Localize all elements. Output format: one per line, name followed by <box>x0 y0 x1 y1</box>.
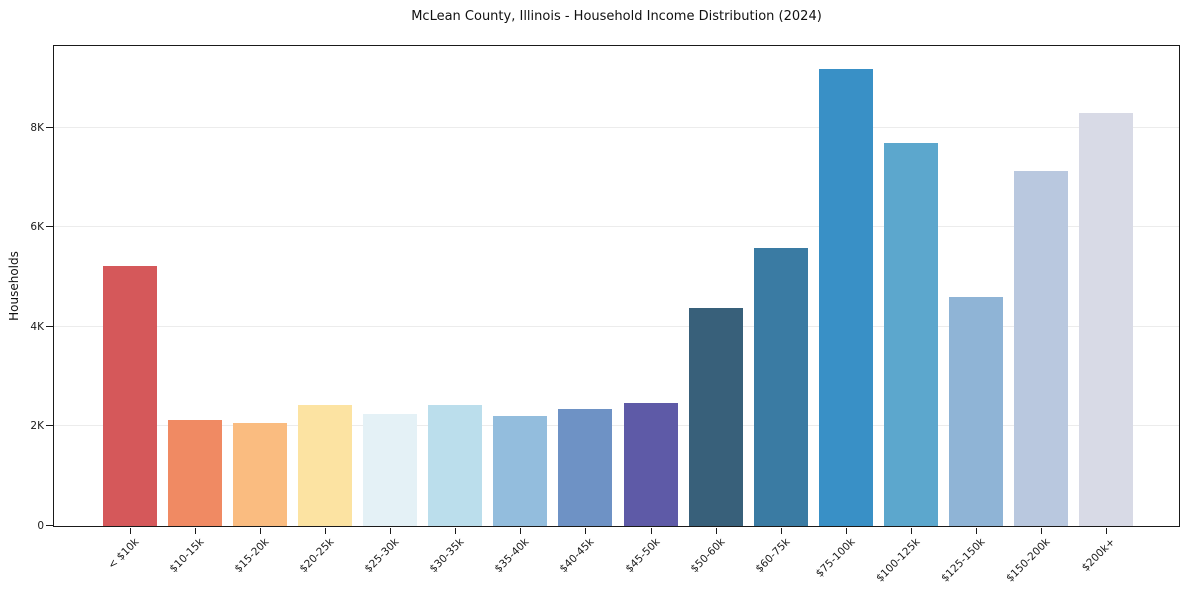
bar <box>1013 171 1068 526</box>
bar-slot: $35-40k <box>493 46 548 575</box>
bar-slot: $125-150k <box>939 46 1003 585</box>
x-tick-mark <box>845 528 847 534</box>
bar <box>883 142 938 526</box>
y-tick-label: 0 <box>37 520 44 532</box>
bar-slot: $50-60k <box>688 46 743 575</box>
bar <box>1078 113 1133 526</box>
x-tick-mark <box>260 528 262 534</box>
bar-slot: $200k+ <box>1078 46 1133 574</box>
x-tick-mark <box>780 528 782 534</box>
x-tick-mark <box>715 528 717 534</box>
y-tick-mark <box>46 325 53 327</box>
bar <box>558 408 613 526</box>
y-tick-mark <box>46 226 53 228</box>
x-tick-mark <box>195 528 197 534</box>
bar-slot: $20-25k <box>298 46 353 575</box>
x-tick-mark <box>910 528 912 534</box>
x-tick-mark <box>650 528 652 534</box>
chart-title: McLean County, Illinois - Household Inco… <box>411 9 822 24</box>
bar <box>818 68 873 526</box>
bar-slot: $15-20k <box>233 46 288 575</box>
x-tick-mark <box>390 528 392 534</box>
y-tick-mark <box>46 425 53 427</box>
bar-slot: $150-200k <box>1004 46 1068 585</box>
bar <box>948 296 1003 526</box>
x-tick-mark <box>975 528 977 534</box>
bar <box>753 248 808 526</box>
x-tick-mark <box>520 528 522 534</box>
x-tick-mark <box>455 528 457 534</box>
y-tick-mark <box>46 525 53 526</box>
bar <box>428 405 483 526</box>
gridline <box>54 126 1179 128</box>
bar-slot: $75-100k <box>813 46 873 580</box>
y-tick-label: 2K <box>30 420 44 433</box>
bar-slot: $60-75k <box>753 46 808 575</box>
bar <box>363 414 418 526</box>
gridline <box>54 226 1179 228</box>
x-tick-mark <box>1105 528 1107 534</box>
x-tick-mark <box>1040 528 1042 534</box>
bar <box>688 307 743 526</box>
bar-slot: $25-30k <box>363 46 418 575</box>
x-tick-mark <box>325 528 327 534</box>
plot-area: < $10k $10-15k $15-20k $20-25k $25-30k $30-35… <box>30 45 1180 585</box>
x-tick-mark <box>585 528 587 534</box>
bar-slot: $45-50k <box>623 46 678 575</box>
bar <box>623 403 678 526</box>
gridline <box>54 425 1179 427</box>
bar <box>493 416 548 526</box>
bar-slot: $10-15k <box>167 46 223 575</box>
bar <box>103 265 157 526</box>
bar-slot: $100-125k <box>874 46 938 585</box>
y-axis-label: Households <box>7 251 21 321</box>
bar-slot: < $10k <box>103 46 157 572</box>
bar <box>233 423 288 526</box>
gridline <box>54 325 1179 327</box>
bar-slot: $40-45k <box>558 46 613 575</box>
y-tick-label: 6K <box>30 221 44 234</box>
y-tick-label: 4K <box>30 320 44 333</box>
y-tick-mark <box>46 126 53 128</box>
y-tick-label: 8K <box>30 121 44 134</box>
bars: < $10k $10-15k $15-20k $20-25k $25-30k $30-35… <box>54 46 1179 585</box>
bar <box>168 420 223 526</box>
x-tick-mark <box>130 528 131 534</box>
bar-slot: $30-35k <box>428 46 483 575</box>
x-tick-label: < $10k <box>105 536 142 572</box>
bar <box>298 405 353 526</box>
